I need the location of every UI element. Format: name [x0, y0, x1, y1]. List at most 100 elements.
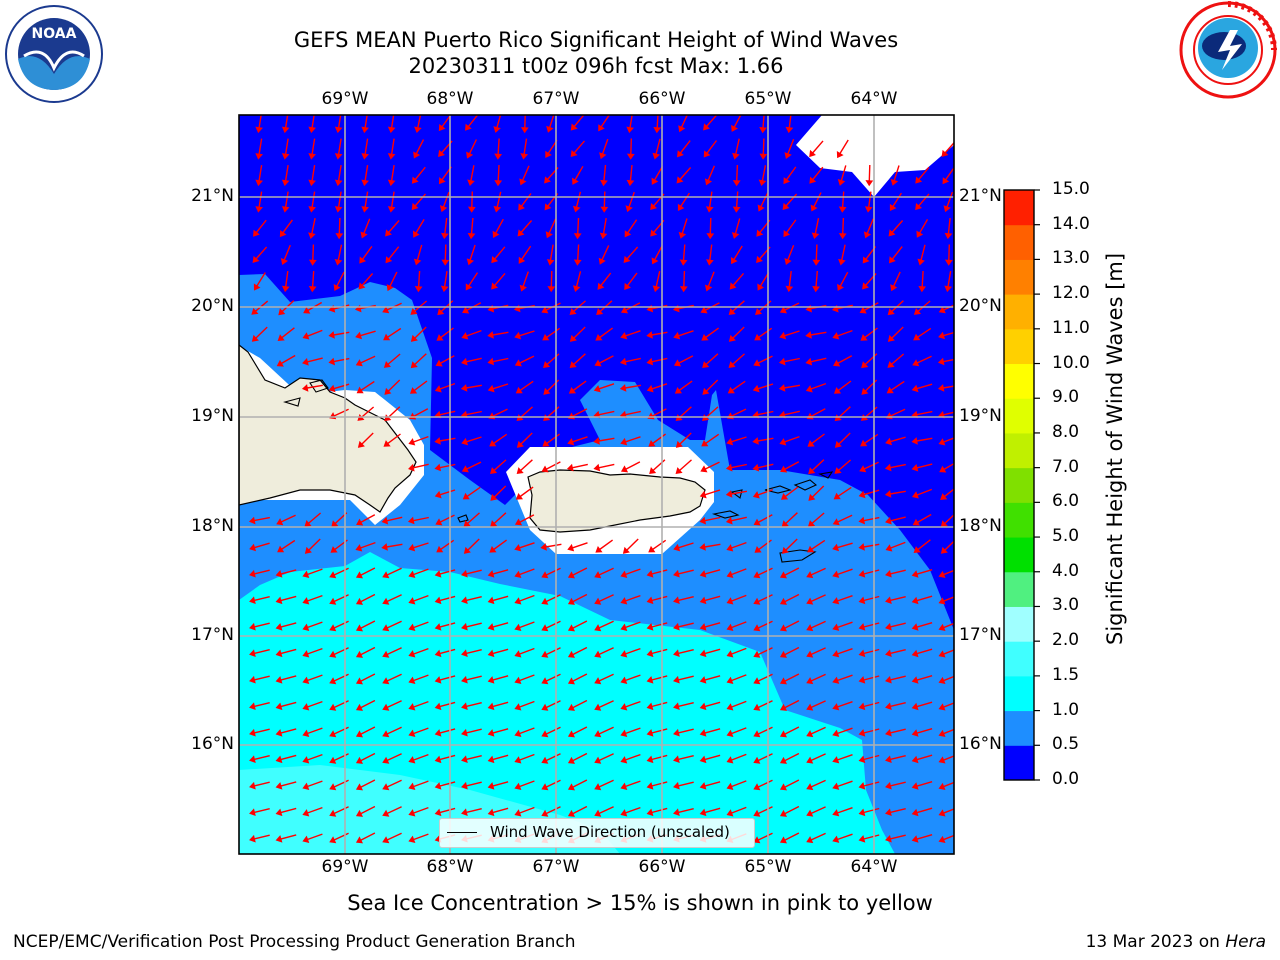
- wave-direction-arrow: [594, 700, 614, 711]
- wave-direction-arrow: [567, 673, 588, 685]
- sea-ice-note: Sea Ice Concentration > 15% is shown in …: [347, 891, 933, 915]
- colorbar-tick-label: 15.0: [1052, 179, 1090, 199]
- wave-direction-arrow: [387, 138, 396, 160]
- wave-direction-arrow: [382, 806, 402, 817]
- wave-direction-arrow: [408, 727, 429, 737]
- wave-direction-arrow: [434, 489, 456, 499]
- wave-direction-arrow: [466, 244, 476, 266]
- wave-direction-arrow: [514, 355, 535, 367]
- lat-label-right: 19°N: [959, 406, 1002, 426]
- wave-direction-arrow: [673, 330, 694, 340]
- wave-direction-arrow: [487, 648, 509, 658]
- wave-direction-arrow: [465, 115, 479, 131]
- wave-direction-arrow: [912, 488, 933, 499]
- wave-direction-arrow: [699, 516, 721, 525]
- wave-direction-arrow: [541, 779, 561, 791]
- wave-direction-arrow: [461, 755, 482, 763]
- wave-direction-arrow: [594, 567, 614, 579]
- wave-direction-arrow: [913, 327, 932, 341]
- wave-direction-arrow: [541, 647, 561, 658]
- wave-direction-arrow: [382, 673, 402, 685]
- wave-direction-arrow: [461, 569, 482, 578]
- wave-direction-arrow: [408, 568, 429, 578]
- wave-direction-arrow: [779, 567, 800, 579]
- wave-direction-arrow: [673, 755, 694, 763]
- wave-direction-arrow: [463, 538, 480, 554]
- wave-direction-arrow: [705, 191, 714, 213]
- wave-direction-arrow: [594, 647, 614, 658]
- wave-direction-arrow: [355, 541, 376, 552]
- wave-direction-arrow: [547, 270, 556, 293]
- wave-direction-arrow: [779, 673, 800, 685]
- wave-direction-arrow: [253, 219, 267, 237]
- wave-direction-arrow: [487, 383, 509, 393]
- colorbar-segment: [1004, 294, 1034, 330]
- wave-direction-arrow: [359, 245, 373, 264]
- wave-direction-arrow: [911, 648, 933, 658]
- wave-direction-arrow: [727, 380, 746, 394]
- colorbar-label: Significant Height of Wind Waves [m]: [1103, 252, 1127, 645]
- wave-direction-arrow: [753, 647, 773, 658]
- land-culebra: [730, 489, 743, 499]
- wave-direction-arrow: [911, 622, 933, 631]
- wave-direction-arrow: [699, 675, 721, 684]
- wave-direction-arrow: [753, 594, 773, 605]
- wave-direction-arrow: [494, 138, 503, 160]
- wave-direction-arrow: [329, 594, 349, 605]
- wave-direction-arrow: [622, 538, 639, 554]
- wave-direction-arrow: [625, 191, 635, 213]
- wave-direction-arrow: [355, 330, 376, 340]
- wave-direction-arrow: [434, 382, 456, 393]
- wave-direction-arrow: [514, 594, 535, 605]
- wave-direction-arrow: [408, 674, 429, 684]
- wave-direction-arrow: [253, 272, 266, 291]
- wave-direction-arrow: [620, 647, 641, 658]
- wave-direction-arrow: [806, 673, 826, 685]
- wave-direction-arrow: [832, 648, 853, 658]
- wave-direction-arrow: [832, 595, 853, 605]
- wave-direction-arrow: [626, 165, 635, 187]
- colorbar-segment: [1004, 571, 1034, 607]
- wave-direction-arrow: [675, 459, 692, 474]
- wave-direction-arrow: [646, 754, 668, 764]
- lat-label-right: 20°N: [959, 296, 1002, 316]
- wave-direction-arrow: [944, 270, 952, 293]
- chart-subtitle: 20230311 t00z 096h fcst Max: 1.66: [408, 54, 784, 78]
- wave-direction-arrow: [275, 701, 297, 711]
- wave-direction-arrow: [249, 596, 270, 604]
- wave-direction-arrow: [785, 115, 794, 134]
- wave-direction-arrow: [938, 331, 954, 340]
- wave-direction-arrow: [646, 781, 668, 790]
- wave-direction-arrow: [249, 702, 270, 710]
- wave-direction-arrow: [730, 245, 743, 265]
- wave-direction-arrow: [413, 139, 425, 159]
- colorbar-tick-label: 6.0: [1052, 491, 1080, 512]
- wave-direction-arrow: [832, 833, 853, 843]
- wave-direction-arrow: [620, 436, 641, 446]
- wave-direction-arrow: [355, 726, 376, 738]
- wave-direction-arrow: [779, 779, 800, 791]
- wave-direction-arrow: [439, 191, 450, 213]
- wave-direction-arrow: [308, 218, 316, 240]
- wave-direction-arrow: [834, 432, 851, 448]
- wave-direction-arrow: [302, 727, 323, 737]
- wave-direction-arrow: [461, 461, 482, 473]
- wave-direction-arrow: [865, 164, 874, 187]
- wave-direction-arrow: [726, 727, 747, 738]
- colorbar-frame: [1003, 189, 1035, 781]
- wave-direction-arrow: [514, 700, 535, 711]
- wave-direction-arrow: [520, 138, 529, 160]
- wave-direction-arrow: [673, 596, 694, 604]
- wave-direction-arrow: [699, 728, 721, 737]
- wave-direction-arrow: [779, 752, 800, 764]
- wave-direction-arrow: [333, 271, 345, 292]
- wave-direction-arrow: [383, 433, 401, 447]
- wave-direction-arrow: [356, 380, 375, 394]
- wave-direction-arrow: [252, 246, 268, 263]
- wave-direction-arrow: [859, 461, 879, 473]
- wave-direction-arrow: [251, 326, 268, 342]
- wave-direction-arrow: [487, 701, 509, 711]
- wave-direction-arrow: [329, 647, 349, 658]
- wave-direction-arrow: [514, 542, 535, 552]
- wave-direction-arrow: [779, 435, 800, 446]
